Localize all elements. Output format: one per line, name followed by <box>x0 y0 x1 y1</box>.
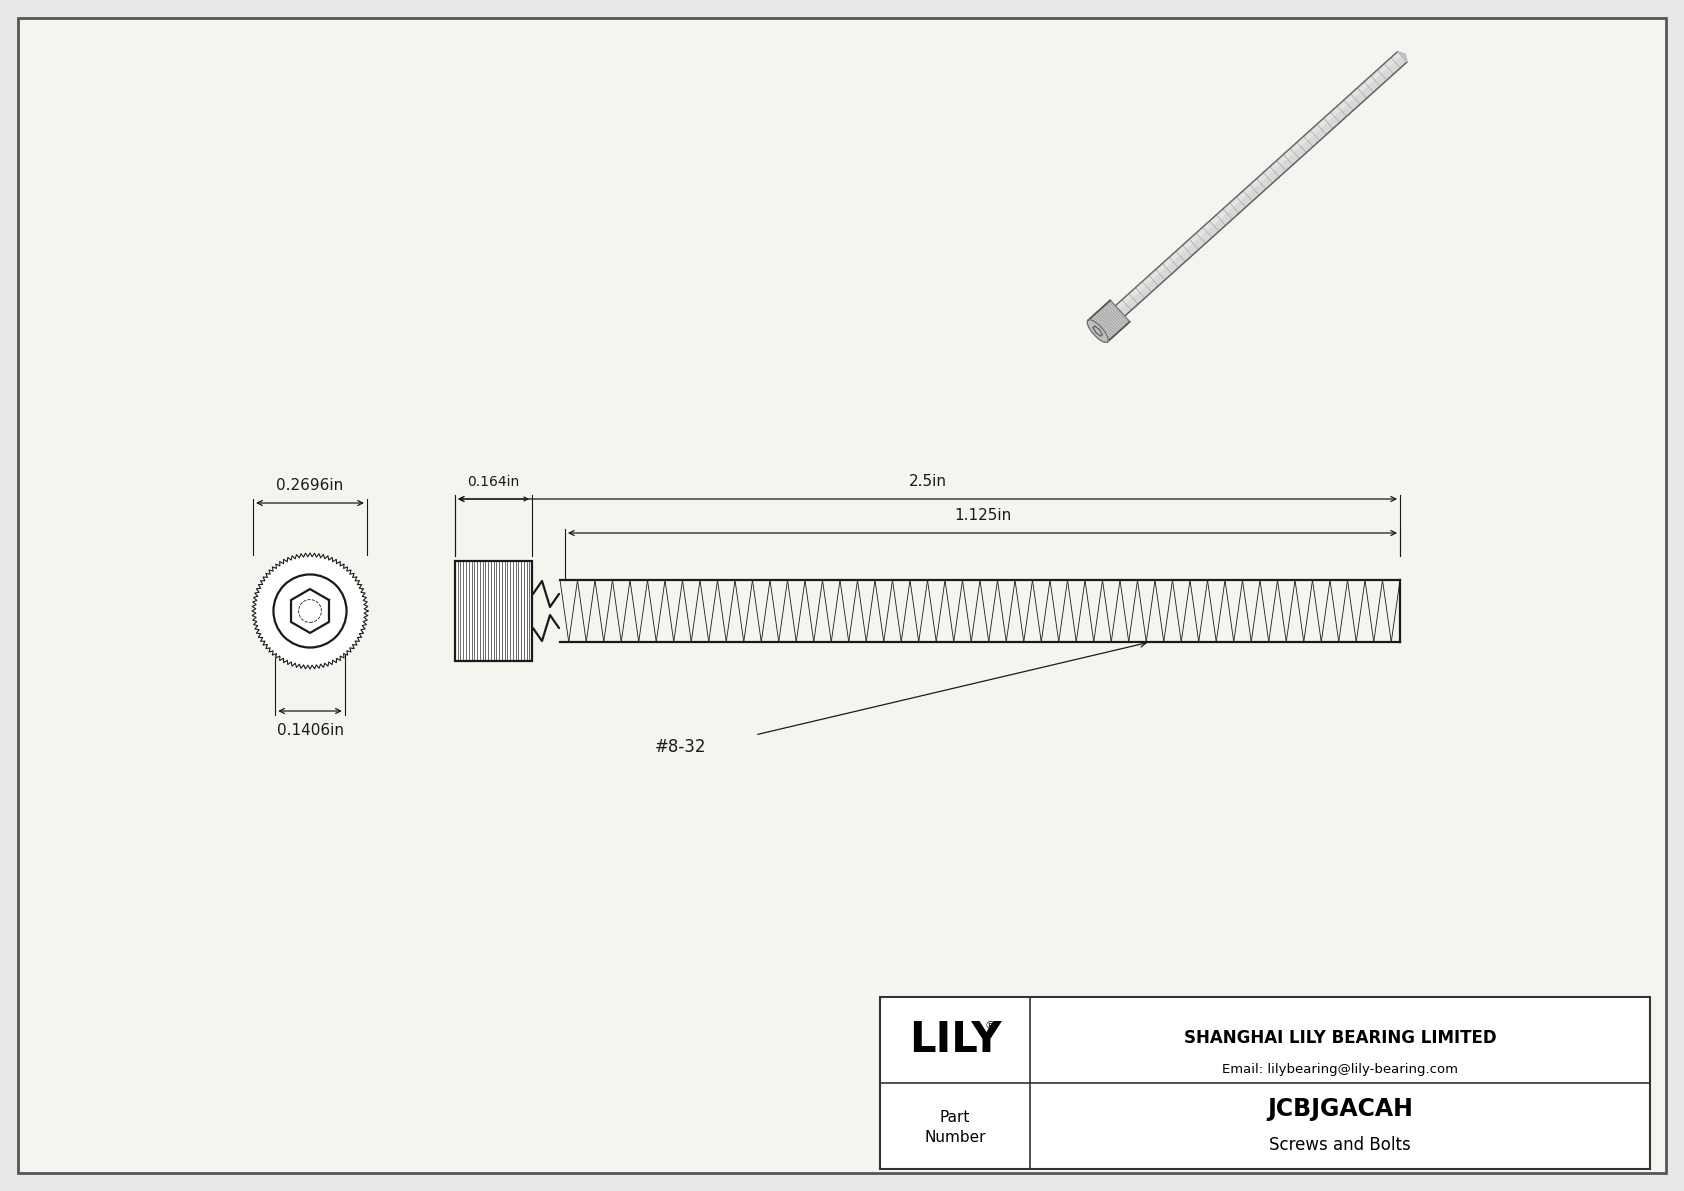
Text: 2.5in: 2.5in <box>908 474 946 490</box>
Polygon shape <box>1398 51 1408 62</box>
Text: Part
Number: Part Number <box>925 1110 985 1145</box>
Text: LILY: LILY <box>909 1019 1002 1061</box>
Bar <box>881 997 1650 1170</box>
Text: #8-32: #8-32 <box>655 738 707 756</box>
Circle shape <box>298 599 322 623</box>
Text: JCBJGACAH: JCBJGACAH <box>1266 1097 1413 1121</box>
Circle shape <box>273 574 347 648</box>
Bar <box>455 561 532 661</box>
Polygon shape <box>253 553 369 669</box>
Text: 0.1406in: 0.1406in <box>276 723 344 738</box>
Polygon shape <box>1088 300 1130 342</box>
Text: SHANGHAI LILY BEARING LIMITED: SHANGHAI LILY BEARING LIMITED <box>1184 1029 1497 1047</box>
Polygon shape <box>1115 51 1401 310</box>
Text: Email: lilybearing@lily-bearing.com: Email: lilybearing@lily-bearing.com <box>1223 1062 1458 1075</box>
Polygon shape <box>1115 51 1408 316</box>
Text: 0.2696in: 0.2696in <box>276 478 344 493</box>
Text: 1.125in: 1.125in <box>953 509 1010 523</box>
Text: Screws and Bolts: Screws and Bolts <box>1270 1136 1411 1154</box>
Text: ®: ® <box>985 1021 995 1031</box>
Polygon shape <box>1088 319 1108 342</box>
Text: 0.164in: 0.164in <box>468 475 520 490</box>
